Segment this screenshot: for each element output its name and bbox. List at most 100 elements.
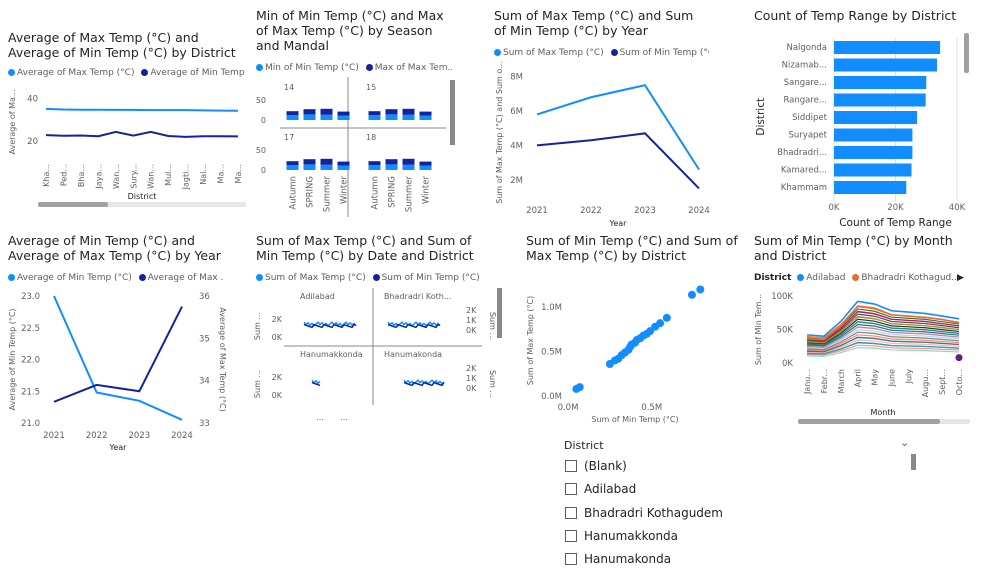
y2-tick-label: 2K: [466, 306, 477, 315]
y-tick-label: Siddipet: [792, 113, 828, 123]
legend-dot-icon: [141, 69, 149, 76]
series-line: [387, 321, 441, 327]
x-tick-label: SPRING: [388, 176, 398, 208]
series-point: [955, 354, 963, 362]
chart-title: Average of Min Temp (°C) and Average of …: [8, 233, 221, 263]
y-tick-label: 2K: [272, 373, 283, 382]
y-tick-label: Nizamab...: [782, 61, 827, 71]
chart-legend: District Adilabad Bhadradri Kothagud...: [754, 273, 964, 283]
bar-min: [286, 165, 299, 170]
slicer-item-label: Hanumakkonda: [584, 529, 679, 543]
series-line: [53, 295, 183, 421]
bar: [834, 163, 912, 177]
panel-label: 14: [284, 83, 294, 92]
bar: [834, 128, 913, 142]
series-line: [806, 344, 960, 356]
checkbox-icon[interactable]: [565, 530, 577, 542]
chart-avg-max-min-by-district[interactable]: Average of Max Temp (°C) and Average of …: [6, 28, 248, 213]
series-line: [536, 132, 700, 190]
legend-dot-icon: [494, 49, 501, 56]
y-tick-label: 0K: [272, 391, 283, 400]
y-axis-title: Sum of Max Temp (°C): [526, 296, 535, 386]
y-tick-label: 4M: [510, 141, 523, 151]
bar-max: [419, 111, 432, 116]
series-line: [806, 321, 960, 346]
y-tick-label: 21.0: [21, 419, 40, 429]
y-tick-label: Kamared...: [781, 166, 827, 176]
bar: [834, 76, 927, 89]
district-slicer[interactable]: District ⌄ (Blank) Adilabad Bhadradri Ko…: [560, 436, 920, 573]
chart-title: Sum of Min Temp (°C) and Sum of Max Temp…: [526, 233, 738, 263]
slicer-item-bhadradri[interactable]: Bhadradri Kothagudem: [565, 506, 723, 520]
chart-sum-min-by-month[interactable]: Sum of Min Temp (°C) by Month and Distri…: [752, 230, 974, 430]
bar: [834, 58, 938, 72]
chart-sum-by-year[interactable]: Sum of Max Temp (°C) and Sum of Min Temp…: [492, 5, 714, 230]
chart-scatter-by-district[interactable]: Sum of Min Temp (°C) and Sum of Max Temp…: [524, 230, 746, 430]
y2-tick-label: 0K: [466, 384, 477, 393]
y-tick-label: 22.5: [21, 324, 40, 334]
chart-season-mandal[interactable]: Min of Min Temp (°C) and Max of Max Temp…: [254, 5, 464, 220]
bar-max: [303, 109, 316, 115]
series-line: [806, 313, 960, 342]
bar-max: [385, 109, 398, 115]
x-tick-label: June: [887, 369, 896, 388]
x-tick-label: Winter: [422, 176, 432, 205]
x-tick-label: May: [871, 369, 880, 386]
y-tick-label: 20: [27, 137, 38, 147]
slicer-item-hanumakonda[interactable]: Hanumakonda: [565, 552, 671, 566]
bar-max: [368, 111, 381, 116]
checkbox-icon[interactable]: [565, 460, 577, 472]
x-tick-label: March: [837, 369, 846, 393]
bar-min: [402, 164, 415, 170]
series-line: [806, 334, 960, 351]
x-tick-label: Octo...: [955, 369, 964, 395]
bar: [834, 181, 907, 194]
bar-min: [320, 164, 333, 170]
y-tick-label: Rangare...: [783, 96, 827, 106]
chart-title: Sum of Min Temp (°C) by Month and Distri…: [754, 233, 953, 263]
bar-min: [368, 165, 381, 170]
legend-entry: Min of Min Temp (°C): [265, 63, 359, 73]
bar: [834, 93, 926, 107]
legend-dot-icon: [138, 274, 146, 281]
chart-count-temp-range[interactable]: Count of Temp Range by District 0K 20K 40K…: [752, 5, 974, 230]
panel-label: 15: [366, 83, 376, 92]
x-tick-label: 40K: [949, 203, 966, 213]
y-tick-label: 100K: [771, 292, 793, 302]
chevron-down-icon[interactable]: ⌄: [900, 436, 910, 449]
x-tick-label: Autumn: [289, 176, 299, 210]
slicer-item-blank[interactable]: (Blank): [565, 459, 627, 473]
x-axis-title: Month: [870, 408, 895, 417]
y-axis-title: Sum ...: [254, 370, 262, 398]
bar: [834, 41, 941, 54]
x-tick-label: Wan...: [112, 164, 121, 189]
y-tick-label: 0K: [782, 359, 793, 369]
bar-max: [303, 159, 316, 165]
y-tick-label: 40: [27, 95, 38, 105]
checkbox-icon[interactable]: [565, 553, 577, 565]
y-tick-label: 2M: [510, 176, 523, 186]
chart-avg-by-year[interactable]: Average of Min Temp (°C) and Average of …: [6, 230, 228, 460]
legend-dot-icon: [372, 274, 380, 281]
x-tick-label: Nal...: [199, 164, 208, 185]
checkbox-icon[interactable]: [565, 483, 577, 495]
bar-max: [402, 158, 415, 165]
legend-entry: Adilabad: [806, 273, 846, 283]
checkbox-icon[interactable]: [565, 507, 577, 519]
y-tick-label: Nalgonda: [786, 43, 827, 53]
bar-min: [368, 115, 381, 120]
scrollbar-thumb: [798, 419, 940, 424]
chart-sum-by-date-district[interactable]: Sum of Max Temp (°C) and Sum of Min Temp…: [254, 230, 504, 430]
chart-plot: 2M 4M 6M 8M Sum of Max Temp (°C) and Sum o..…: [495, 61, 710, 228]
x-tick-label: Wan...: [147, 164, 156, 189]
slicer-item-adilabad[interactable]: Adilabad: [565, 482, 636, 496]
series-line: [403, 381, 445, 387]
x-tick-label: 2023: [129, 431, 151, 441]
scatter-point: [662, 313, 671, 322]
bar-min: [402, 114, 415, 120]
bar-min: [385, 164, 398, 170]
slicer-item-hanumakkonda[interactable]: Hanumakkonda: [565, 529, 678, 543]
slicer-scrollbar[interactable]: [911, 454, 916, 470]
y-tick-label: 21.5: [21, 387, 40, 397]
legend-next-icon[interactable]: ▶: [957, 273, 964, 283]
